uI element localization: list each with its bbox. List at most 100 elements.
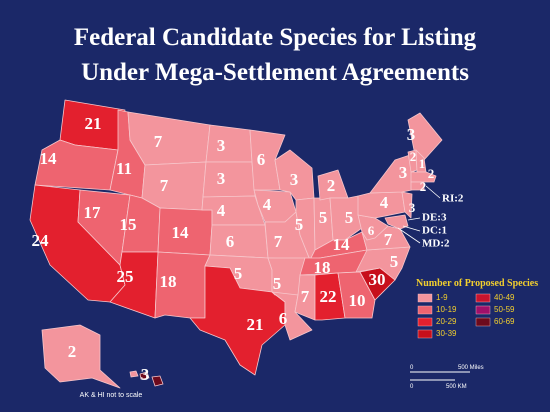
state-value: 3: [399, 163, 408, 182]
state-value: 7: [154, 132, 163, 151]
callout-label: RI:2: [442, 193, 464, 205]
legend-swatch: [475, 305, 491, 315]
state-value: 4: [380, 193, 389, 212]
state-value: 2: [420, 179, 427, 194]
title-line: Under Mega-Settlement Agreements: [81, 59, 469, 86]
state-value: 7: [301, 287, 310, 306]
state-value: 4: [217, 201, 226, 220]
state-value: 14: [333, 235, 351, 254]
state-value: 7: [160, 176, 169, 195]
legend-title: Number of Proposed Species: [416, 278, 538, 289]
note: AK & HI not to scale: [80, 392, 143, 399]
state: [202, 161, 256, 198]
state: [41, 324, 121, 389]
legend-label: 30-39: [436, 329, 457, 338]
legend-label: 40-49: [494, 293, 515, 302]
callout-label: DE:3: [422, 212, 447, 224]
state-value: 5: [319, 208, 328, 227]
state-value: 3: [217, 136, 226, 155]
state: [410, 181, 425, 191]
state-value: 22: [320, 287, 337, 306]
island: [139, 371, 150, 380]
state-value: 6: [368, 223, 375, 238]
scale-label: 500 Miles: [458, 365, 484, 371]
state-value: 7: [384, 230, 393, 249]
state: [209, 224, 269, 259]
legend-label: 10-19: [436, 305, 457, 314]
state-value: 2: [327, 176, 336, 195]
state-value: 15: [120, 215, 137, 234]
state-value: 5: [295, 215, 304, 234]
state: [127, 111, 211, 166]
state: [141, 161, 207, 211]
state: [314, 272, 346, 321]
legend-label: 1-9: [436, 293, 448, 302]
scale-label: 0: [410, 365, 414, 371]
state: [401, 191, 413, 219]
legend-swatch: [475, 317, 491, 327]
state-value: 2: [410, 149, 417, 164]
state-value: 4: [263, 195, 272, 214]
state-value: 30: [369, 270, 386, 289]
state-value: 5: [390, 252, 399, 271]
state: [189, 265, 286, 376]
leader-line: [397, 227, 421, 244]
state-value: 1: [419, 156, 426, 171]
legend: 1-9 40-49 10-19 50-59 20-29 60-69 30-39: [417, 293, 515, 339]
state-value: 25: [117, 267, 134, 286]
state-value: 21: [247, 315, 264, 334]
state-value: 11: [116, 159, 132, 178]
state-value: 14: [40, 149, 58, 168]
state-value: 5: [273, 274, 282, 293]
state-value: 3: [141, 365, 150, 384]
legend-label: 60-69: [494, 317, 515, 326]
md-de-shape: [384, 214, 409, 230]
state-value: 5: [345, 208, 354, 227]
island: [151, 375, 164, 387]
state-value: 6: [226, 232, 235, 251]
state-value: 6: [279, 309, 288, 328]
state-value: 3: [217, 169, 226, 188]
state: [294, 274, 316, 321]
legend-swatch: [475, 293, 491, 303]
state-value: 6: [257, 150, 266, 169]
state: [407, 112, 443, 161]
state-value: 21: [85, 114, 102, 133]
state: [410, 171, 437, 183]
callouts: RI:2 DE:3 DC:1 MD:2: [397, 185, 464, 250]
state-value: 3: [407, 125, 416, 144]
legend-swatch: [417, 329, 433, 339]
legend-swatch: [417, 305, 433, 315]
state-value: 5: [234, 264, 243, 283]
scale-label: 0: [410, 384, 414, 390]
legend-label: 20-29: [436, 317, 457, 326]
legend-swatch: [417, 293, 433, 303]
callout-label: MD:2: [422, 238, 450, 250]
state-value: 18: [314, 258, 331, 277]
title-line: Federal Candidate Species for Listing: [74, 24, 477, 51]
state-value: 10: [349, 291, 366, 310]
state-value: 17: [84, 203, 102, 222]
state-value: 3: [409, 200, 416, 215]
state-value: 24: [32, 231, 50, 250]
state: [205, 124, 253, 163]
scale-bar: 0 500 Miles 0 500 KM: [410, 365, 484, 390]
state-value: 7: [274, 232, 283, 251]
scale-label: 500 KM: [446, 384, 467, 390]
callout-label: DC:1: [422, 225, 447, 237]
state-value: 2: [428, 166, 435, 181]
states: [29, 99, 443, 389]
leader-line: [407, 217, 421, 221]
state-value: 2: [68, 342, 77, 361]
leader-line: [425, 185, 441, 199]
state-value: 18: [160, 272, 177, 291]
state-value: 14: [172, 223, 190, 242]
state: [129, 370, 139, 378]
leader-line: [402, 225, 421, 232]
state-value: 3: [290, 170, 299, 189]
legend-label: 50-59: [494, 305, 515, 314]
legend-swatch: [417, 317, 433, 327]
